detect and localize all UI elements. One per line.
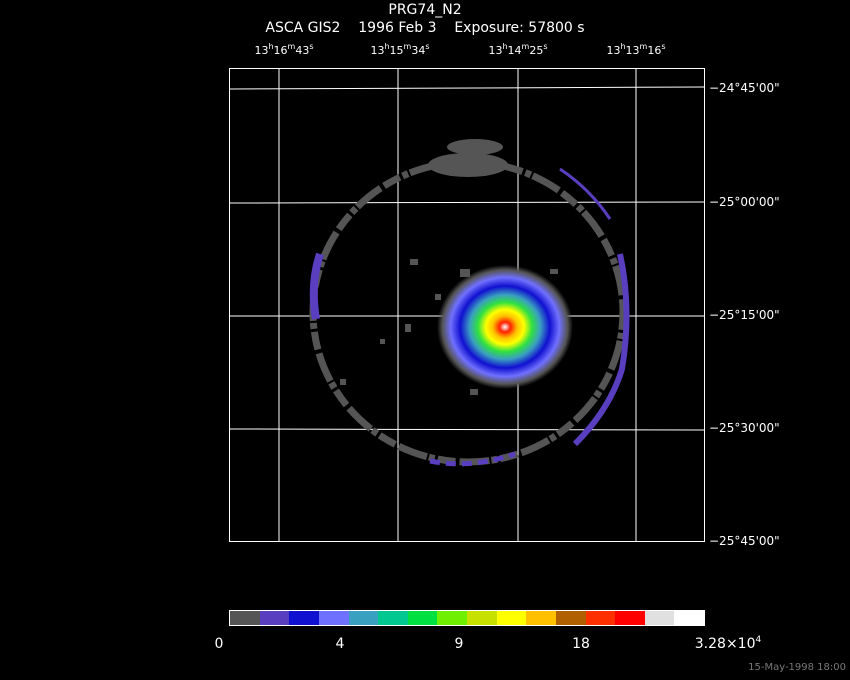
xray-image	[230, 69, 704, 541]
colorbar-swatch	[318, 611, 349, 625]
colorbar-tick-3: 9	[454, 636, 464, 652]
dec-label-2: −25°00'00"	[709, 195, 780, 209]
ra-label-3: 13h14m25s	[488, 42, 548, 58]
dec-label-5: −25°45'00"	[709, 534, 780, 548]
colorbar-swatch	[585, 611, 616, 625]
colorbar	[229, 610, 705, 626]
colorbar-swatch	[615, 611, 645, 625]
edge-emission-left	[309, 252, 324, 320]
xray-source	[437, 265, 573, 389]
colorbar-swatch	[526, 611, 556, 625]
edge-emission-top	[559, 167, 612, 220]
colorbar-swatch	[230, 611, 260, 625]
colorbar-swatch	[674, 611, 704, 625]
image-subtitle: ASCA GIS2 1996 Feb 3 Exposure: 57800 s	[0, 20, 850, 36]
ra-label-2: 13h15m34s	[370, 42, 430, 58]
colorbar-swatch	[348, 611, 379, 625]
colorbar-tick-1: 0	[214, 636, 224, 652]
colorbar-swatch	[496, 611, 527, 625]
edge-emission-bottom	[429, 451, 516, 467]
ra-label-1: 13h16m43s	[254, 42, 314, 58]
observation-date: 1996 Feb 3	[358, 20, 437, 36]
colorbar-swatch	[289, 611, 319, 625]
colorbar-swatch	[437, 611, 467, 625]
xray-image-panel	[229, 68, 705, 542]
colorbar-swatch	[555, 611, 586, 625]
colorbar-swatch	[259, 611, 290, 625]
dec-label-3: −25°15'00"	[709, 308, 780, 322]
ra-label-4: 13h13m16s	[606, 42, 666, 58]
colorbar-swatch	[378, 611, 408, 625]
timestamp: 15-May-1998 18:00	[748, 662, 846, 673]
colorbar-swatch	[467, 611, 497, 625]
instrument-label: ASCA GIS2	[265, 20, 341, 36]
dec-label-1: −24°45'00"	[709, 81, 780, 95]
colorbar-swatch	[644, 611, 675, 625]
edge-emission-right	[572, 253, 630, 447]
colorbar-tick-max: 3.28×104	[694, 635, 762, 653]
exposure-label: Exposure: 57800 s	[454, 20, 585, 36]
colorbar-tick-2: 4	[335, 636, 345, 652]
image-title-target: PRG74_N2	[388, 2, 462, 18]
dec-label-4: −25°30'00"	[709, 421, 780, 435]
colorbar-tick-4: 18	[572, 636, 590, 652]
colorbar-swatch	[407, 611, 438, 625]
